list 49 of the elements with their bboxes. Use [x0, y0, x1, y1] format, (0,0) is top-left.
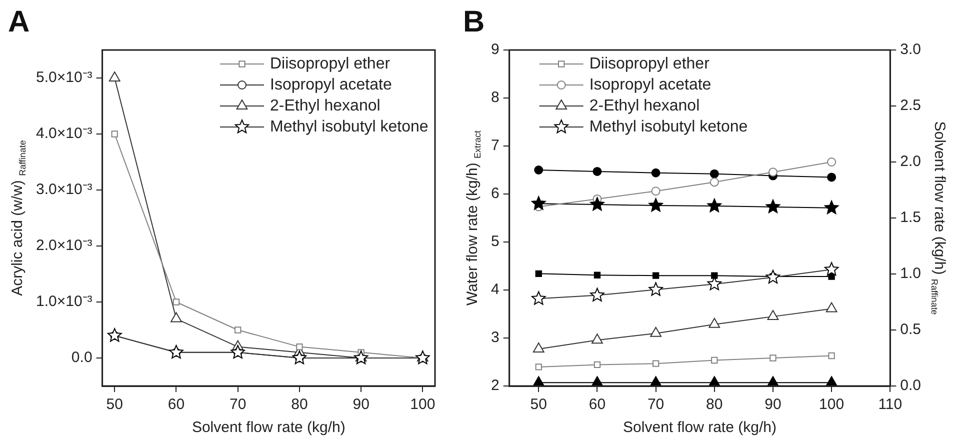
- x-tick-label: 110: [878, 396, 902, 414]
- y-tick-label: 9: [491, 41, 500, 58]
- y2-tick-label: 0.0: [900, 377, 922, 394]
- x-tick-label: 80: [706, 396, 723, 414]
- x-tick-label: 100: [819, 396, 844, 414]
- chart-title: A: [8, 5, 30, 38]
- x-tick-label: 60: [168, 396, 185, 414]
- y-tick-label: 5.0×10⁻³: [36, 69, 92, 86]
- y-tick-label: 6: [491, 185, 500, 202]
- y-tick-label: 7: [491, 137, 500, 154]
- y-axis-title: Acrylic acid (w/w) Raffinate: [9, 140, 28, 296]
- y2-tick-label: 2.0: [900, 153, 922, 170]
- x-tick-label: 100: [410, 396, 436, 414]
- y2-tick-label: 2.5: [900, 97, 922, 114]
- y2-tick-label: 0.5: [900, 321, 922, 338]
- y2-axis-title: Solvent flow rate (kg/h) Raffinate: [929, 121, 948, 315]
- y2-tick-label: 1.0: [900, 265, 922, 282]
- legend-label: 2-Ethyl hexanol: [589, 97, 700, 114]
- y-tick-label: 2: [491, 377, 500, 394]
- legend-label: Methyl isobutyl ketone: [589, 118, 748, 136]
- y2-tick-label: 1.5: [900, 209, 922, 226]
- y-axis-title: Water flow rate (kg/h) Extract: [464, 130, 483, 306]
- legend-label: Diisopropyl ether: [589, 55, 710, 72]
- legend-label: Methyl isobutyl ketone: [270, 118, 428, 136]
- y-tick-label: 2.0×10⁻³: [36, 237, 92, 254]
- x-tick-label: 50: [106, 396, 123, 414]
- y-tick-label: 5: [491, 233, 500, 250]
- y-tick-label: 0.0: [71, 349, 92, 366]
- x-axis-title: Solvent flow rate (kg/h): [192, 419, 346, 436]
- chart-title: B: [463, 5, 485, 38]
- y-tick-label: 3: [491, 329, 500, 346]
- x-tick-label: 70: [647, 396, 664, 414]
- y-tick-label: 3.0×10⁻³: [36, 181, 92, 198]
- x-tick-label: 70: [229, 396, 246, 414]
- legend-label: Isopropyl acetate: [589, 76, 712, 94]
- legend-label: Diisopropyl ether: [270, 55, 391, 72]
- y-tick-label: 4.0×10⁻³: [36, 125, 92, 142]
- x-tick-label: 80: [291, 396, 308, 414]
- x-tick-label: 90: [352, 396, 370, 414]
- legend-label: 2-Ethyl hexanol: [270, 97, 380, 114]
- x-tick-label: 60: [588, 396, 606, 414]
- x-tick-label: 50: [530, 396, 547, 414]
- y-tick-label: 4: [491, 281, 500, 298]
- y2-tick-label: 3.0: [900, 41, 922, 58]
- legend-label: Isopropyl acetate: [270, 76, 392, 94]
- x-axis-title: Solvent flow rate (kg/h): [623, 419, 776, 436]
- x-tick-label: 90: [764, 396, 782, 414]
- y-tick-label: 8: [491, 89, 500, 106]
- y-tick-label: 1.0×10⁻³: [36, 293, 92, 310]
